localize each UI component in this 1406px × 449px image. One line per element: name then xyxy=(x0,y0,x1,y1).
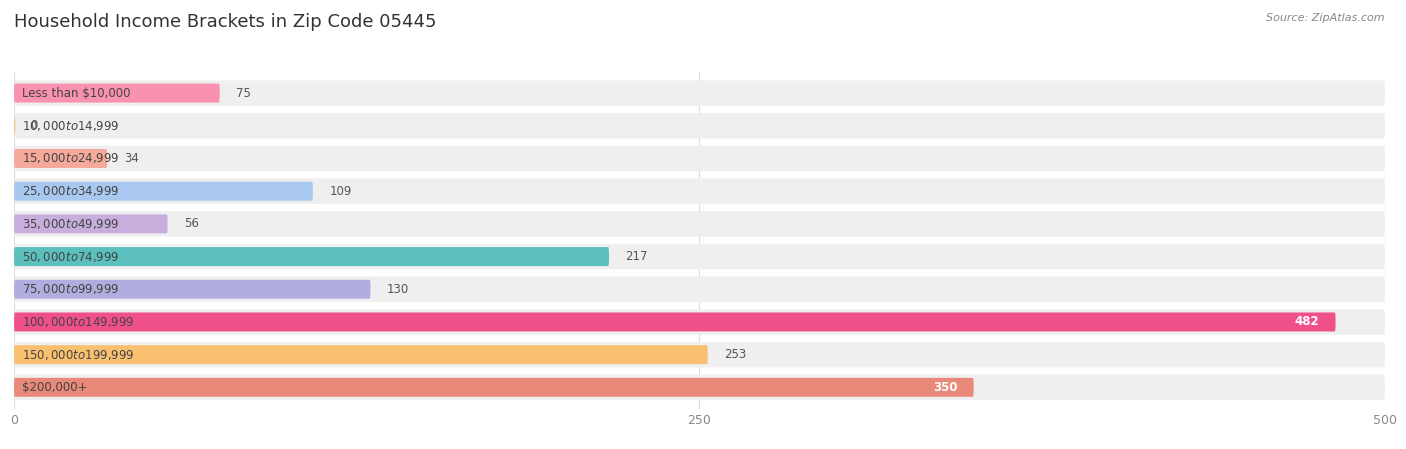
FancyBboxPatch shape xyxy=(14,149,107,168)
Text: $150,000 to $199,999: $150,000 to $199,999 xyxy=(22,348,135,361)
FancyBboxPatch shape xyxy=(14,247,609,266)
Text: 482: 482 xyxy=(1295,316,1319,329)
FancyBboxPatch shape xyxy=(14,345,707,364)
FancyBboxPatch shape xyxy=(14,313,1336,331)
Text: 75: 75 xyxy=(236,87,252,100)
FancyBboxPatch shape xyxy=(14,342,1385,367)
Text: $10,000 to $14,999: $10,000 to $14,999 xyxy=(22,119,120,133)
Text: 0: 0 xyxy=(31,119,38,132)
FancyBboxPatch shape xyxy=(14,214,167,233)
FancyBboxPatch shape xyxy=(14,378,974,397)
FancyBboxPatch shape xyxy=(14,80,1385,106)
Text: Household Income Brackets in Zip Code 05445: Household Income Brackets in Zip Code 05… xyxy=(14,13,436,31)
Text: 253: 253 xyxy=(724,348,747,361)
Text: Source: ZipAtlas.com: Source: ZipAtlas.com xyxy=(1267,13,1385,23)
Text: 109: 109 xyxy=(329,185,352,198)
FancyBboxPatch shape xyxy=(14,277,1385,302)
FancyBboxPatch shape xyxy=(14,244,1385,269)
Text: 217: 217 xyxy=(626,250,648,263)
Text: $25,000 to $34,999: $25,000 to $34,999 xyxy=(22,184,120,198)
Text: $50,000 to $74,999: $50,000 to $74,999 xyxy=(22,250,120,264)
FancyBboxPatch shape xyxy=(14,374,1385,400)
Text: 56: 56 xyxy=(184,217,198,230)
FancyBboxPatch shape xyxy=(14,113,1385,139)
Text: 34: 34 xyxy=(124,152,139,165)
Text: $100,000 to $149,999: $100,000 to $149,999 xyxy=(22,315,135,329)
FancyBboxPatch shape xyxy=(14,84,219,102)
FancyBboxPatch shape xyxy=(14,182,314,201)
FancyBboxPatch shape xyxy=(14,146,1385,171)
FancyBboxPatch shape xyxy=(14,211,1385,237)
Text: 130: 130 xyxy=(387,283,409,296)
FancyBboxPatch shape xyxy=(14,280,371,299)
FancyBboxPatch shape xyxy=(14,309,1385,335)
Text: $15,000 to $24,999: $15,000 to $24,999 xyxy=(22,151,120,166)
Text: $35,000 to $49,999: $35,000 to $49,999 xyxy=(22,217,120,231)
FancyBboxPatch shape xyxy=(14,178,1385,204)
Text: Less than $10,000: Less than $10,000 xyxy=(22,87,131,100)
Text: $200,000+: $200,000+ xyxy=(22,381,87,394)
Text: $75,000 to $99,999: $75,000 to $99,999 xyxy=(22,282,120,296)
Text: 350: 350 xyxy=(932,381,957,394)
